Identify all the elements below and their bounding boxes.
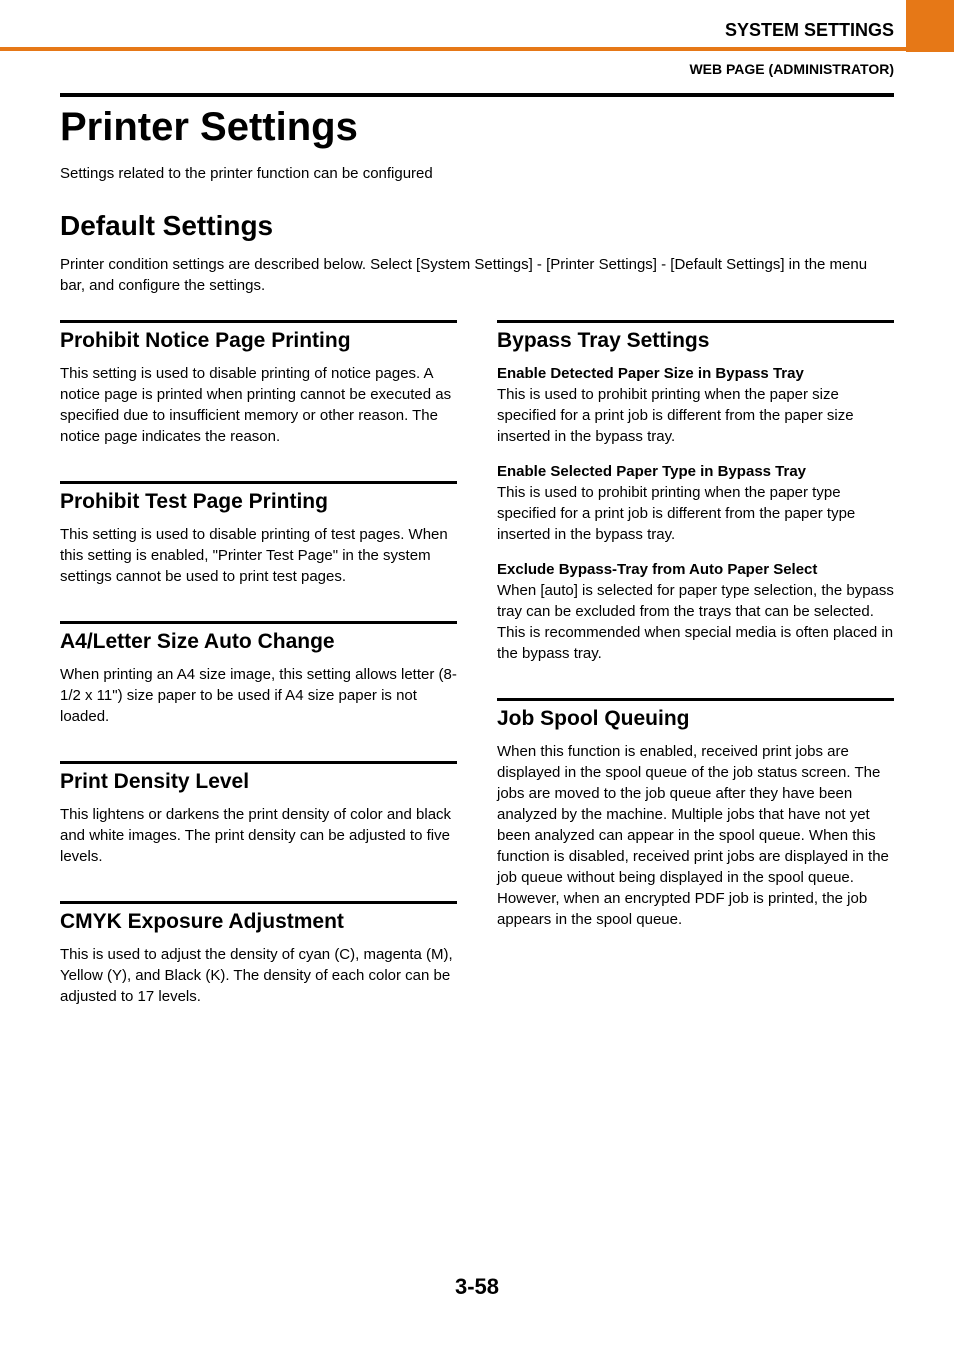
section-heading: Job Spool Queuing (497, 707, 894, 731)
section-heading: Prohibit Notice Page Printing (60, 329, 457, 353)
section-rule (497, 320, 894, 323)
subsection-body: When [auto] is selected for paper type s… (497, 580, 894, 664)
content-area: Printer Settings Settings related to the… (0, 77, 954, 1041)
section-heading: Bypass Tray Settings (497, 329, 894, 353)
tab-marker (906, 0, 954, 52)
subsection-detected-size: Enable Detected Paper Size in Bypass Tra… (497, 363, 894, 447)
subsection-exclude-bypass: Exclude Bypass-Tray from Auto Paper Sele… (497, 559, 894, 664)
section-prohibit-test: Prohibit Test Page Printing This setting… (60, 481, 457, 587)
subheader-label: WEB PAGE (ADMINISTRATOR) (0, 51, 954, 77)
section-rule (60, 481, 457, 484)
section-rule (497, 698, 894, 701)
section-job-spool: Job Spool Queuing When this function is … (497, 698, 894, 930)
section-cmyk: CMYK Exposure Adjustment This is used to… (60, 901, 457, 1007)
section-body: This setting is used to disable printing… (60, 524, 457, 587)
section-rule (60, 761, 457, 764)
section-heading: Print Density Level (60, 770, 457, 794)
section-print-density: Print Density Level This lightens or dar… (60, 761, 457, 867)
section-heading: Prohibit Test Page Printing (60, 490, 457, 514)
section-rule (60, 621, 457, 624)
document-page: SYSTEM SETTINGS WEB PAGE (ADMINISTRATOR)… (0, 0, 954, 1350)
section-rule (60, 901, 457, 904)
section-title: Default Settings (60, 210, 894, 242)
left-column: Prohibit Notice Page Printing This setti… (60, 320, 457, 1041)
page-intro: Settings related to the printer function… (60, 164, 894, 184)
subsection-selected-type: Enable Selected Paper Type in Bypass Tra… (497, 461, 894, 545)
section-bypass-tray: Bypass Tray Settings Enable Detected Pap… (497, 320, 894, 664)
section-body: This setting is used to disable printing… (60, 363, 457, 447)
right-column: Bypass Tray Settings Enable Detected Pap… (497, 320, 894, 1041)
subsection-heading: Enable Detected Paper Size in Bypass Tra… (497, 363, 894, 384)
section-body: When printing an A4 size image, this set… (60, 664, 457, 727)
page-title: Printer Settings (60, 105, 894, 150)
section-body: This is used to adjust the density of cy… (60, 944, 457, 1007)
section-body: This lightens or darkens the print densi… (60, 804, 457, 867)
section-heading: A4/Letter Size Auto Change (60, 630, 457, 654)
subsection-heading: Enable Selected Paper Type in Bypass Tra… (497, 461, 894, 482)
section-heading: CMYK Exposure Adjustment (60, 910, 457, 934)
section-a4-letter: A4/Letter Size Auto Change When printing… (60, 621, 457, 727)
section-intro: Printer condition settings are described… (60, 254, 894, 296)
page-number: 3-58 (0, 1274, 954, 1300)
section-body: When this function is enabled, received … (497, 741, 894, 930)
title-rule (60, 93, 894, 97)
subsection-body: This is used to prohibit printing when t… (497, 482, 894, 545)
subsection-heading: Exclude Bypass-Tray from Auto Paper Sele… (497, 559, 894, 580)
subsection-body: This is used to prohibit printing when t… (497, 384, 894, 447)
page-header: SYSTEM SETTINGS (0, 0, 954, 41)
system-settings-label: SYSTEM SETTINGS (60, 20, 894, 41)
two-column-layout: Prohibit Notice Page Printing This setti… (60, 320, 894, 1041)
section-prohibit-notice: Prohibit Notice Page Printing This setti… (60, 320, 457, 447)
section-rule (60, 320, 457, 323)
